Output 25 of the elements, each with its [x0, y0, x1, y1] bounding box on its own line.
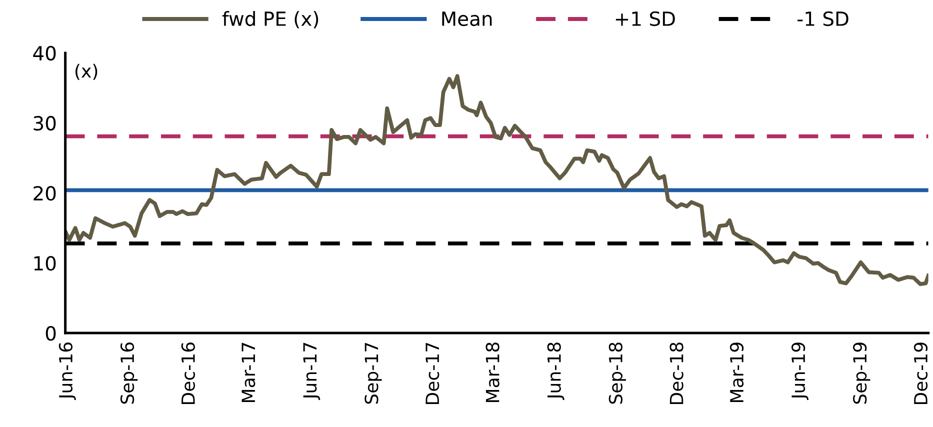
x-tick-label: Dec-17 [426, 342, 440, 404]
legend-label: fwd PE (x) [222, 11, 318, 28]
y-tick-label: 40 [33, 46, 56, 61]
x-tick-label: Mar-18 [486, 342, 500, 402]
legend-label: Mean [442, 12, 492, 26]
y-tick-label: 30 [34, 116, 56, 131]
x-tick-label: Dec-19 [914, 342, 928, 404]
x-tick-label: Jun-16 [58, 342, 76, 400]
y-tick-label: 0 [46, 326, 56, 341]
y-axis-title: (x) [75, 64, 98, 80]
x-tick-label: Sep-19 [853, 342, 870, 404]
legend-label: +1 SD [616, 11, 675, 26]
x-tick-label: Sep-17 [364, 342, 382, 404]
x-tick-label: Jun-19 [791, 342, 808, 400]
x-tick-label: Mar-17 [242, 342, 256, 402]
y-tick-label: 20 [34, 186, 56, 201]
x-tick-label: Dec-18 [670, 342, 684, 404]
legend-label: -1 SD [798, 11, 848, 26]
x-tick-label: Jun-17 [303, 342, 320, 400]
x-tick-label: Dec-16 [181, 342, 195, 404]
x-tick-label: Sep-16 [120, 342, 138, 404]
x-tick-label: Mar-19 [730, 342, 744, 402]
x-tick-label: Sep-18 [608, 342, 626, 404]
x-tick-label: Jun-18 [547, 342, 564, 400]
y-tick-label: 10 [34, 256, 56, 271]
